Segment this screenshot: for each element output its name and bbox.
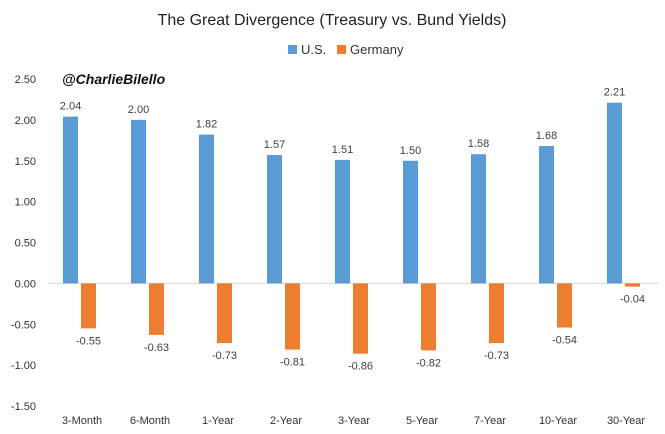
bars [63, 102, 640, 354]
y-tick-label: -0.50 [11, 319, 36, 331]
y-tick-label: -1.00 [11, 360, 36, 372]
data-label-germany: -0.04 [620, 294, 645, 306]
bar-us [63, 116, 78, 284]
x-tick-label: 3-Year [338, 415, 370, 427]
data-label-germany: -0.55 [76, 335, 101, 347]
data-label-us: 2.00 [128, 104, 149, 116]
bar-germany [421, 283, 436, 351]
data-label-us: 1.58 [468, 138, 489, 150]
bar-germany [81, 283, 96, 329]
bar-us [471, 154, 486, 284]
bar-germany [285, 283, 300, 350]
legend-swatch-germany [337, 45, 346, 54]
bar-germany [625, 283, 640, 287]
y-tick-label: 2.00 [15, 115, 36, 127]
data-labels: 2.04 -0.55 2.00 -0.63 1.82 -0.73 1.57 -0.81 1.51… [60, 87, 645, 373]
bar-us [403, 160, 418, 284]
bar-germany [489, 283, 504, 344]
data-label-us: 1.68 [536, 130, 557, 142]
x-tick-label: 3-Month [62, 415, 102, 427]
y-tick-label: 1.00 [15, 197, 36, 209]
bar-us [335, 159, 350, 284]
x-tick-label: 5-Year [406, 415, 438, 427]
x-tick-label: 6-Month [130, 415, 170, 427]
x-tick-label: 7-Year [474, 415, 506, 427]
x-tick-label: 10-Year [539, 415, 577, 427]
data-label-us: 1.57 [264, 139, 285, 151]
data-label-us: 2.21 [604, 87, 625, 99]
y-axis: 2.50 2.00 1.50 1.00 0.50 0.00 -0.50 -1.00 -1.50 [11, 74, 36, 413]
y-tick-label: 0.50 [15, 238, 36, 250]
data-label-us: 1.51 [332, 144, 353, 156]
x-tick-label: 1-Year [202, 415, 234, 427]
x-tick-label: 30-Year [607, 415, 645, 427]
y-tick-label: 1.50 [15, 156, 36, 168]
y-tick-label: -1.50 [11, 401, 36, 413]
legend-label-germany: Germany [350, 42, 404, 57]
data-label-us: 1.82 [196, 119, 217, 131]
data-label-germany: -0.86 [348, 361, 373, 373]
data-label-germany: -0.54 [552, 335, 577, 347]
bar-us [199, 134, 214, 284]
bar-us [607, 102, 622, 284]
data-label-us: 1.50 [400, 145, 421, 157]
bar-us [539, 146, 554, 284]
chart-title: The Great Divergence (Treasury vs. Bund … [158, 12, 507, 29]
bar-germany [149, 283, 164, 335]
data-label-germany: -0.63 [144, 342, 169, 354]
watermark: @CharlieBilello [62, 71, 166, 87]
data-label-us: 2.04 [60, 101, 81, 113]
bar-us [131, 119, 146, 284]
bar-germany [557, 283, 572, 328]
legend-label-us: U.S. [301, 42, 326, 57]
data-label-germany: -0.73 [484, 350, 509, 362]
legend-swatch-us [288, 45, 297, 54]
data-label-germany: -0.73 [212, 350, 237, 362]
bar-us [267, 155, 282, 284]
x-axis: 3-Month 6-Month 1-Year 2-Year 3-Year 5-Year 7-… [48, 282, 660, 427]
x-tick-label: 2-Year [270, 415, 302, 427]
data-label-germany: -0.82 [416, 357, 441, 369]
y-tick-label: 2.50 [15, 74, 36, 86]
data-label-germany: -0.81 [280, 357, 305, 369]
bar-germany [353, 283, 368, 354]
legend: U.S. Germany [288, 42, 404, 57]
y-tick-label: 0.00 [15, 278, 36, 290]
bar-germany [217, 283, 232, 344]
